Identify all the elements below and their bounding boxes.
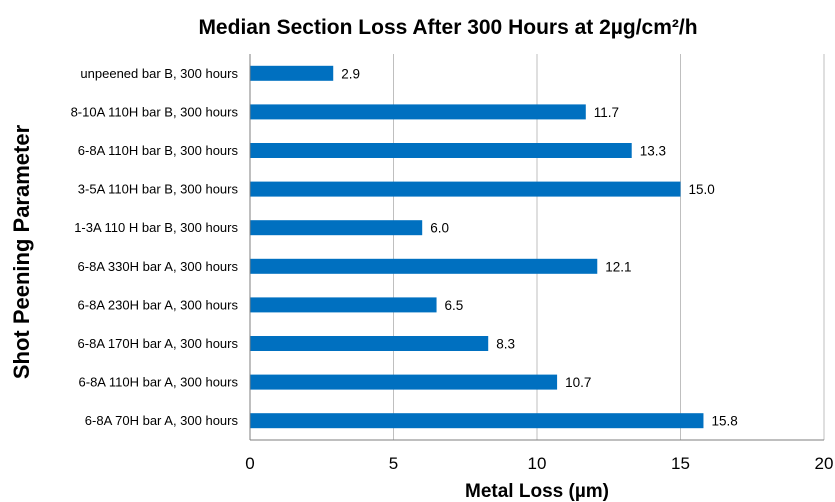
data-label: 2.9 <box>341 66 360 81</box>
category-label: 6-8A 110H bar A, 300 hours <box>79 375 239 390</box>
category-label: 6-8A 110H bar B, 300 hours <box>78 143 239 158</box>
data-label: 10.7 <box>565 375 591 390</box>
bars <box>250 65 704 429</box>
x-tick-label: 0 <box>245 454 254 473</box>
bar <box>250 65 334 81</box>
bar <box>250 374 558 390</box>
data-label: 15.8 <box>711 414 737 429</box>
x-tick-label: 5 <box>389 454 398 473</box>
bar <box>250 258 598 274</box>
category-label: 6-8A 170H bar A, 300 hours <box>78 336 239 351</box>
bar <box>250 220 423 236</box>
category-labels: unpeened bar B, 300 hours 8-10A 110H bar … <box>71 66 239 428</box>
data-label: 15.0 <box>689 182 715 197</box>
data-label: 6.5 <box>445 298 464 313</box>
category-label: 6-8A 70H bar A, 300 hours <box>85 413 239 428</box>
bar <box>250 413 704 429</box>
bar <box>250 104 586 120</box>
bar <box>250 297 437 313</box>
category-label: 8-10A 110H bar B, 300 hours <box>71 104 239 119</box>
data-labels: 2.9 11.7 13.3 15.0 6.0 12.1 6.5 8.3 10.7 15.8 <box>341 66 738 428</box>
x-tick-label: 15 <box>671 454 690 473</box>
x-axis-title: Metal Loss (µm) <box>465 481 609 502</box>
category-label: 3-5A 110H bar B, 300 hours <box>78 182 239 197</box>
x-tick-label: 10 <box>528 454 547 473</box>
data-label: 11.7 <box>594 105 619 120</box>
bar <box>250 181 681 197</box>
bar <box>250 143 632 158</box>
x-tick-labels: 0 5 10 15 20 <box>245 454 833 473</box>
category-label: unpeened bar B, 300 hours <box>80 66 238 81</box>
data-label: 13.3 <box>640 144 666 159</box>
category-label: 1-3A 110 H bar B, 300 hours <box>74 220 238 235</box>
data-label: 8.3 <box>496 337 515 352</box>
chart-title: Median Section Loss After 300 Hours at 2… <box>198 16 697 39</box>
y-axis-title: Shot Peening Parameter <box>9 124 34 379</box>
x-tick-label: 20 <box>815 454 834 473</box>
data-label: 12.1 <box>605 259 631 274</box>
category-label: 6-8A 330H bar A, 300 hours <box>78 259 239 274</box>
category-label: 6-8A 230H bar A, 300 hours <box>78 297 239 312</box>
data-label: 6.0 <box>430 221 449 236</box>
bar <box>250 336 489 351</box>
